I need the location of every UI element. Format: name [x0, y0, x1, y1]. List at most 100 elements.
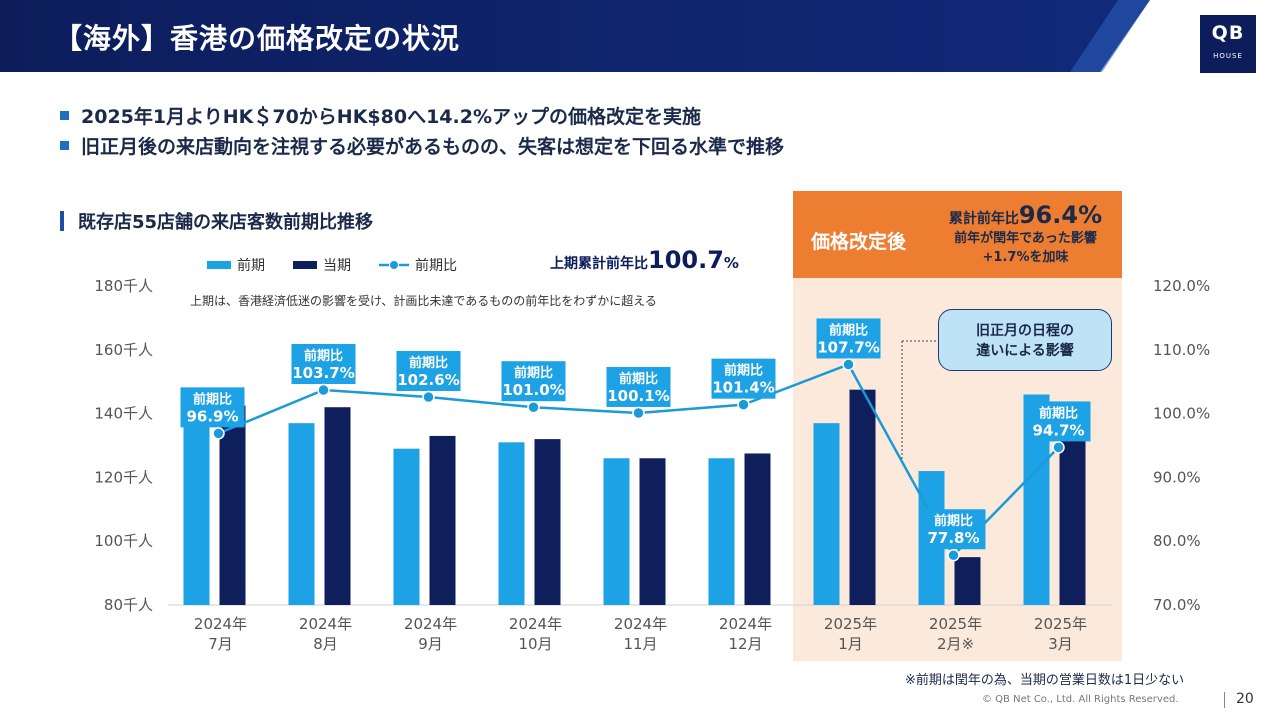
ratio-label-prefix: 前期比	[829, 322, 868, 338]
first-half-unit: %	[723, 254, 739, 272]
x-tick-label: 8月	[313, 635, 338, 653]
summary-bullets: 2025年1月よりHK＄70からHK$80へ14.2%アップの価格改定を実施 旧…	[60, 100, 784, 160]
y-tick-label-right: 70.0%	[1153, 596, 1201, 614]
x-tick-label: 2024年	[299, 615, 352, 633]
bar-curr	[534, 439, 561, 605]
x-tick-label: 11月	[623, 635, 657, 653]
ratio-point	[422, 390, 435, 404]
first-half-value: 100.7	[648, 246, 724, 274]
x-tick-label: 2月※	[937, 635, 974, 653]
ratio-label-value: 103.7%	[292, 364, 354, 382]
cumulative-summary: 累計前年比96.4% 前年が閏年であった影響 +1.7%を加味	[933, 201, 1118, 267]
x-tick-label: 2024年	[509, 615, 562, 633]
bar-curr	[744, 453, 771, 605]
y-tick-label-left: 80千人	[104, 596, 153, 614]
x-tick-label: 2025年	[824, 615, 877, 633]
ratio-label-box	[711, 358, 776, 399]
x-tick-label: 3月	[1048, 635, 1073, 653]
ratio-point	[317, 383, 330, 397]
legend-item-ratio: 前期比	[379, 255, 457, 275]
logo-text: QB	[1211, 22, 1245, 44]
y-tick-label-right: 120.0%	[1153, 277, 1210, 295]
legend-label-prev: 前期	[237, 258, 265, 274]
x-tick-label: 2024年	[614, 615, 667, 633]
ratio-label-box	[921, 509, 986, 550]
ratio-label-value: 77.8%	[927, 529, 979, 547]
ratio-label-prefix: 前期比	[619, 371, 658, 387]
y-tick-label-right: 100.0%	[1153, 405, 1210, 423]
x-tick-label: 2024年	[404, 615, 457, 633]
ratio-label-value: 101.4%	[712, 379, 774, 397]
y-tick-label-right: 90.0%	[1153, 468, 1201, 486]
ratio-label-box	[291, 343, 356, 384]
ratio-point	[947, 548, 960, 562]
ratio-label-value: 101.0%	[502, 381, 564, 399]
bar-curr	[429, 435, 456, 605]
after-revision-header: 価格改定後 累計前年比96.4% 前年が閏年であった影響 +1.7%を加味	[793, 191, 1122, 278]
bullet-square-icon	[60, 140, 69, 150]
bar-curr	[219, 405, 246, 605]
x-tick-label: 1月	[838, 635, 863, 653]
ratio-label-prefix: 前期比	[409, 355, 448, 371]
ratio-label-prefix: 前期比	[304, 348, 343, 364]
y-tick-label-right: 110.0%	[1153, 341, 1210, 359]
section-title-text: 既存店55店舗の来店客数前期比推移	[78, 212, 374, 233]
cumulative-value: 96.4%	[1018, 201, 1103, 229]
x-tick-label: 7月	[208, 635, 233, 653]
y-tick-label-left: 100千人	[94, 532, 153, 550]
leap-year-adjustment: +1.7%を加味	[982, 250, 1069, 265]
y-tick-label-left: 160千人	[94, 341, 153, 359]
ratio-label-value: 107.7%	[817, 338, 879, 356]
x-tick-label: 2024年	[194, 615, 247, 633]
ratio-point	[632, 406, 645, 420]
footnote: ※前期は閏年の為、当期の営業日数は1日少ない	[905, 673, 1185, 688]
ratio-label-box	[1026, 401, 1091, 442]
bar-curr	[324, 407, 351, 605]
ratio-point	[1052, 441, 1065, 454]
leap-year-note: 前年が閏年であった影響	[954, 231, 1097, 246]
legend-item-curr: 当期	[293, 255, 351, 275]
after-revision-label: 価格改定後	[811, 231, 907, 253]
y-tick-label-left: 140千人	[94, 405, 153, 423]
copyright: © QB Net Co., Ltd. All Rights Reserved.	[982, 694, 1179, 705]
qb-house-logo: QB HOUSE	[1200, 15, 1256, 73]
header-banner: 【海外】香港の価格改定の状況	[0, 0, 1150, 72]
page-separator	[1224, 692, 1225, 708]
bullet-item: 旧正月後の来店動向を注視する必要があるものの、失客は想定を下回る水準で推移	[60, 130, 784, 160]
y-tick-label-left: 120千人	[94, 468, 153, 486]
bar-prev	[603, 458, 630, 605]
bullet-item: 2025年1月よりHK＄70からHK$80へ14.2%アップの価格改定を実施	[60, 100, 784, 130]
page-title: 【海外】香港の価格改定の状況	[54, 22, 461, 55]
ratio-label-value: 102.6%	[397, 371, 459, 389]
ratio-label-box	[501, 361, 566, 402]
x-tick-label: 12月	[728, 635, 762, 653]
ratio-label-prefix: 前期比	[724, 363, 763, 379]
section-marker-icon	[60, 211, 64, 231]
legend-swatch-curr	[293, 261, 317, 269]
x-tick-label: 2025年	[1034, 615, 1087, 633]
y-tick-label-left: 180千人	[94, 277, 153, 295]
section-title: 既存店55店舗の来店客数前期比推移	[60, 208, 373, 234]
x-tick-label: 9月	[418, 635, 443, 653]
bullet-square-icon	[60, 110, 69, 120]
bar-curr	[954, 557, 981, 605]
first-half-label: 上期累計前年比	[550, 256, 648, 272]
ratio-label-box	[396, 351, 461, 392]
bar-prev	[498, 442, 525, 605]
ratio-label-value: 100.1%	[607, 387, 669, 405]
legend-line-icon	[379, 260, 409, 270]
page-number: 20	[1236, 691, 1254, 707]
ratio-label-box	[180, 387, 245, 428]
bar-curr	[1059, 421, 1086, 605]
legend-label-ratio: 前期比	[415, 258, 457, 274]
ratio-label-prefix: 前期比	[514, 365, 553, 381]
ratio-point	[527, 400, 540, 414]
first-half-note: 上期は、香港経済低迷の影響を受け、計画比未達であるものの前年比をわずかに超える	[190, 294, 657, 308]
x-tick-label: 10月	[518, 635, 552, 653]
ratio-label-box	[816, 318, 881, 359]
bar-prev	[708, 458, 735, 605]
bar-prev	[393, 448, 420, 605]
x-tick-label: 2024年	[719, 615, 772, 633]
bar-curr	[849, 389, 876, 605]
